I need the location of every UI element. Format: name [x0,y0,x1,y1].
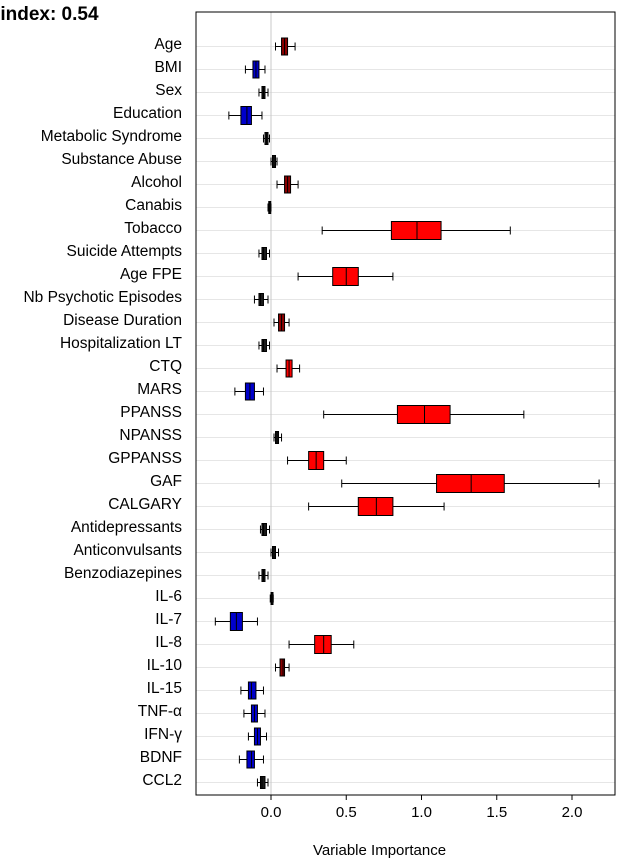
category-label-il-15: IL-15 [147,680,182,697]
category-label-age: Age [154,36,182,53]
category-label-suicide-attempts: Suicide Attempts [67,243,183,260]
box-mars [234,382,264,401]
category-label-sex: Sex [155,82,182,99]
iqr-box [357,497,394,516]
iqr-box [390,221,442,240]
x-axis-label-wrap: Variable Importance [0,842,629,859]
iqr-box [247,681,257,700]
category-label-ccl2: CCL2 [142,772,182,789]
box-il-6 [269,592,274,605]
iqr-box [396,405,451,424]
iqr-box [240,106,252,125]
box-canabis [267,201,272,214]
iqr-box [279,658,286,677]
box-gppanss [287,451,347,470]
category-label-nb-psychotic-episodes: Nb Psychotic Episodes [23,289,182,306]
x-tick-label: 2.0 [562,804,583,821]
box-age-fpe [297,267,394,286]
box-ifn [247,727,267,746]
category-label-hospitalization-lt: Hospitalization LT [60,335,183,352]
category-label-age-fpe: Age FPE [120,266,182,283]
category-label-npanss: NPANSS [119,427,182,444]
category-label-antidepressants: Antidepressants [71,519,182,536]
box-sex [258,86,269,99]
category-label-anticonvulsants: Anticonvulsants [73,542,182,559]
category-label-il-7: IL-7 [155,611,182,628]
box-hospitalization-lt [258,339,270,352]
category-label-il-6: IL-6 [155,588,182,605]
box-tobacco [321,221,511,240]
category-labels: Age BMI Sex Education Metabolic Syndrome Subs… [23,36,182,789]
box-disease-duration [273,313,290,332]
category-label-il-8: IL-8 [155,634,182,651]
category-label-canabis: Canabis [125,197,182,214]
category-label-ppanss: PPANSS [120,404,182,421]
chart-title: -index: 0.54 [0,4,99,25]
category-label-ctq: CTQ [149,358,182,375]
iqr-box [436,474,505,493]
x-axis-ticks: 0.0 0.5 1.0 1.5 2.0 [261,795,583,821]
category-label-tobacco: Tobacco [124,220,182,237]
box-calgary [308,497,445,516]
boxes-group [214,37,600,789]
category-label-tnf: TNF-α [138,703,182,720]
box-ccl2 [256,776,269,789]
box-substance-abuse [270,155,278,168]
category-label-calgary: CALGARY [108,496,182,513]
x-tick-label: 0.5 [336,804,357,821]
box-bdnf [238,750,264,769]
box-education [228,106,263,125]
iqr-box [332,267,359,286]
box-benzodiazepines [258,569,269,582]
box-il-15 [240,681,264,700]
iqr-box [246,750,255,769]
box-suicide-attempts [258,247,270,260]
category-label-gppanss: GPPANSS [108,450,182,467]
box-npanss [273,431,283,444]
iqr-box [261,247,267,260]
iqr-box [259,776,266,789]
category-label-education: Education [113,105,182,122]
category-label-benzodiazepines: Benzodiazepines [64,565,182,582]
box-antidepressants [259,523,270,536]
box-age [275,37,296,56]
box-il-10 [275,658,290,677]
box-il-8 [288,635,355,654]
box-bmi [244,60,266,79]
category-label-alcohol: Alcohol [131,174,182,191]
category-label-gaf: GAF [150,473,182,490]
box-nb-psychotic-episodes [253,293,269,306]
iqr-box [261,523,267,536]
x-axis-label: Variable Importance [312,842,447,859]
category-label-disease-duration: Disease Duration [63,312,182,329]
box-il-7 [214,612,258,631]
category-label-bmi: BMI [154,59,182,76]
box-ctq [276,359,301,378]
box-alcohol [276,175,299,194]
category-label-metabolic-syndrome: Metabolic Syndrome [41,128,182,145]
x-tick-label: 0.0 [261,804,282,821]
category-label-il-10: IL-10 [147,657,183,674]
category-label-mars: MARS [137,381,182,398]
box-tnf [243,704,266,723]
iqr-box [314,635,332,654]
iqr-box [261,339,267,352]
x-tick-label: 1.5 [486,804,507,821]
box-ppanss [323,405,525,424]
category-label-substance-abuse: Substance Abuse [61,151,182,168]
box-metabolic-syndrome [262,132,270,145]
category-label-ifn: IFN-γ [144,726,182,743]
box-gaf [341,474,600,493]
box-anticonvulsants [270,546,280,559]
plot-frame [195,11,616,796]
x-tick-label: 1.0 [411,804,432,821]
category-label-bdnf: BDNF [140,749,182,766]
iqr-box [258,293,264,306]
